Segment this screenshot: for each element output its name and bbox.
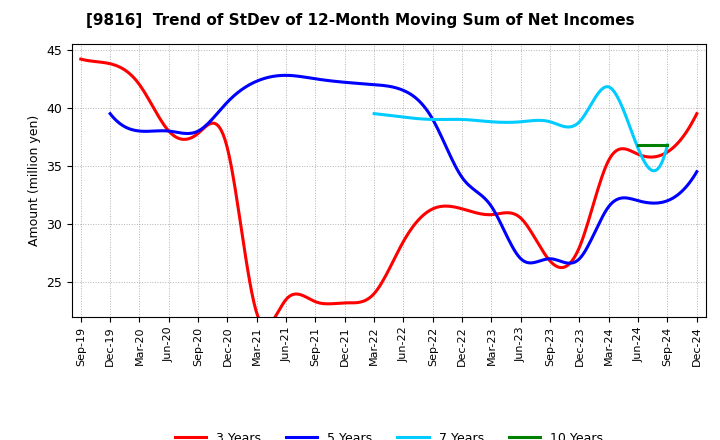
7 Years <box>371 111 379 117</box>
10 Years <box>663 143 672 148</box>
7 Years <box>370 111 379 116</box>
10 Years <box>652 143 660 148</box>
7 Years <box>618 105 626 110</box>
Line: 7 Years: 7 Years <box>374 87 667 171</box>
10 Years <box>651 143 660 148</box>
3 Years <box>598 174 606 179</box>
Y-axis label: Amount (million yen): Amount (million yen) <box>28 115 41 246</box>
10 Years <box>634 143 642 148</box>
7 Years <box>544 119 553 124</box>
5 Years <box>455 171 464 176</box>
Line: 5 Years: 5 Years <box>110 75 697 263</box>
3 Years <box>78 57 87 62</box>
5 Years <box>457 174 466 179</box>
5 Years <box>467 185 475 190</box>
7 Years <box>544 118 552 124</box>
7 Years <box>603 84 612 89</box>
5 Years <box>108 114 117 119</box>
10 Years <box>659 143 667 148</box>
5 Years <box>106 111 114 116</box>
10 Years <box>652 143 660 148</box>
3 Years <box>456 205 464 211</box>
Line: 3 Years: 3 Years <box>81 59 697 326</box>
5 Years <box>604 204 613 209</box>
10 Years <box>660 143 669 148</box>
5 Years <box>565 260 574 266</box>
3 Years <box>444 204 452 209</box>
7 Years <box>549 120 558 125</box>
Text: [9816]  Trend of StDev of 12-Month Moving Sum of Net Incomes: [9816] Trend of StDev of 12-Month Moving… <box>86 13 634 28</box>
3 Years <box>262 323 271 329</box>
3 Years <box>76 56 85 62</box>
3 Years <box>693 111 701 116</box>
10 Years <box>634 143 642 148</box>
Legend: 3 Years, 5 Years, 7 Years, 10 Years: 3 Years, 5 Years, 7 Years, 10 Years <box>170 427 608 440</box>
7 Years <box>663 143 672 148</box>
5 Years <box>693 169 701 174</box>
5 Years <box>280 73 289 78</box>
7 Years <box>649 168 658 173</box>
5 Years <box>642 200 650 205</box>
7 Years <box>636 152 645 158</box>
3 Years <box>445 204 454 209</box>
3 Years <box>637 153 646 158</box>
